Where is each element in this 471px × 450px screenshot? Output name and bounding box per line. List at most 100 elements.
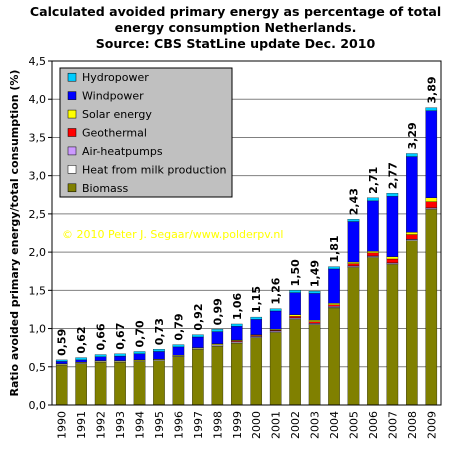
bar-segment (133, 351, 146, 354)
chart-title-line-3: Source: CBS StatLine update Dec. 2010 (95, 36, 376, 51)
legend-label: Windpower (82, 90, 144, 103)
x-tick-label: 2007 (386, 411, 399, 439)
bar-segment (367, 200, 379, 252)
bar-segment (289, 316, 301, 319)
bar-segment (367, 197, 379, 202)
x-tick-label: 2004 (328, 411, 341, 439)
legend-label: Heat from milk production (82, 163, 226, 176)
bar-segment (75, 357, 87, 361)
legend-label: Hydropower (82, 71, 149, 84)
bar-total-label: 3,89 (425, 76, 438, 103)
bar-segment (94, 356, 107, 361)
x-tick-label: 2005 (347, 411, 360, 439)
bar-segment (289, 314, 301, 317)
bar-total-label: 2,43 (347, 188, 360, 215)
bar-total-label: 2,77 (386, 162, 399, 189)
legend-swatch (67, 128, 77, 137)
y-tick-label: 1,5 (29, 284, 47, 297)
bar-total-label: 1,26 (270, 277, 283, 304)
bar-segment (328, 268, 340, 304)
bar-segment (172, 344, 185, 348)
bar-segment (386, 196, 399, 257)
bar-segment (192, 349, 204, 406)
y-tick-label: 2,0 (29, 246, 47, 259)
copyright-text: © 2010 Peter J. Segaar/www.polderpv.nl (62, 228, 283, 241)
bar-segment (230, 326, 243, 341)
bar-segment (153, 349, 165, 352)
x-tick-label: 1993 (114, 411, 127, 439)
bar-segment (328, 304, 340, 307)
bar-segment (308, 324, 321, 406)
y-tick-label: 2,5 (29, 208, 47, 221)
bar-total-label: 0,73 (153, 318, 166, 345)
bar-total-label: 0,66 (95, 323, 108, 350)
legend-box (59, 67, 233, 198)
bar-total-label: 1,50 (289, 259, 302, 286)
bar-segment (153, 351, 165, 360)
bar-segment (269, 310, 282, 330)
bar-segment (55, 361, 68, 364)
bar-segment (114, 362, 126, 406)
bar-segment (192, 334, 204, 338)
y-tick-label: 4,5 (29, 55, 47, 68)
x-tick-label: 2009 (425, 411, 438, 439)
legend-swatch (67, 165, 77, 174)
bar-segment (289, 319, 301, 406)
plot-border (51, 60, 442, 406)
x-tick-label: 1991 (75, 411, 88, 439)
x-tick-label: 2002 (289, 411, 302, 439)
bar-segment (94, 354, 107, 357)
bar-total-label: 1,06 (231, 292, 244, 319)
x-tick-label: 2001 (270, 411, 283, 439)
bar-segment (75, 359, 87, 363)
bar-segment (250, 316, 263, 320)
x-tick-label: 1996 (172, 411, 185, 439)
bar-segment (425, 209, 438, 406)
bar-segment (94, 362, 107, 406)
x-tick-label: 2000 (250, 411, 263, 439)
bar-segment (347, 267, 360, 406)
bar-segment (308, 319, 321, 322)
bar-segment (250, 319, 263, 335)
bar-segment (211, 331, 224, 344)
legend-swatch (67, 91, 77, 100)
bar-segment (406, 153, 418, 157)
bar-segment (367, 251, 379, 254)
bar-total-label: 1,49 (309, 260, 322, 287)
bar-segment (172, 346, 185, 356)
bar-segment (114, 353, 126, 357)
y-tick-label: 1,0 (29, 323, 47, 336)
bar-segment (192, 336, 204, 348)
bar-segment (153, 360, 165, 406)
bar-segment (386, 258, 399, 263)
bar-segment (406, 240, 418, 406)
bar-segment (406, 156, 418, 233)
bar-segment (211, 329, 224, 332)
bar-segment (289, 292, 301, 315)
legend-label: Solar energy (82, 108, 152, 121)
bar-segment (172, 356, 185, 406)
bar-segment (406, 232, 418, 235)
bar-total-label: 0,92 (192, 304, 205, 331)
x-tick-label: 1994 (134, 411, 147, 439)
x-tick-label: 1998 (211, 411, 224, 439)
bar-segment (75, 363, 87, 406)
bar-total-label: 0,62 (75, 326, 88, 353)
bar-segment (114, 355, 126, 361)
bar-segment (347, 261, 360, 264)
bar-segment (406, 234, 418, 240)
bar-segment (425, 110, 438, 198)
bar-total-label: 0,99 (211, 298, 224, 325)
chart-title: Calculated avoided primary energy as per… (0, 4, 471, 52)
y-tick-label: 0,5 (29, 361, 47, 374)
bar-segment (425, 107, 438, 111)
y-tick-label: 3,5 (29, 131, 47, 144)
x-tick-label: 2006 (367, 411, 380, 439)
bar-total-label: 0,67 (114, 323, 127, 350)
bar-segment (250, 337, 263, 406)
bar-segment (55, 365, 68, 406)
x-tick-label: 1999 (231, 411, 244, 439)
legend-swatch (67, 72, 77, 82)
x-tick-label: 1992 (95, 411, 108, 439)
bar-segment (425, 197, 438, 202)
